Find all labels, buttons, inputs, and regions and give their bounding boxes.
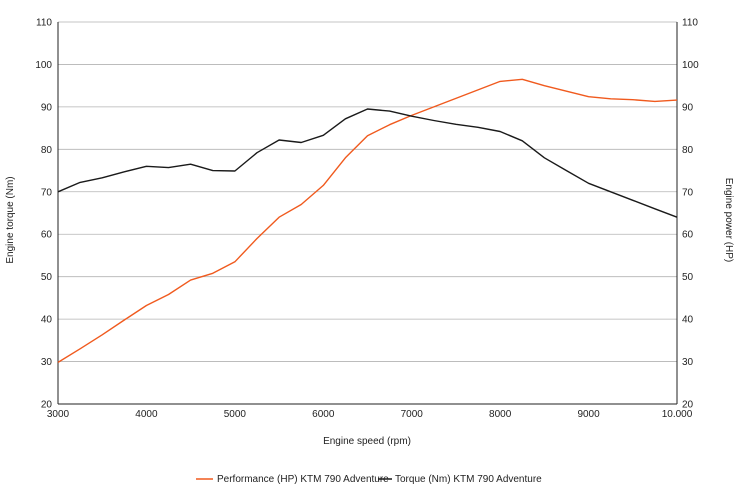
left-y-tick-label: 20 [41,400,53,411]
legend-label-performance: Performance (HP) KTM 790 Adventure [217,474,389,485]
right-y-tick-label: 40 [682,315,694,326]
x-tick-label: 9000 [577,409,600,420]
x-axis-label: Engine speed (rpm) [323,436,411,447]
right-y-tick-label: 30 [682,357,694,368]
right-y-tick-label: 50 [682,272,694,283]
x-tick-label: 5000 [224,409,247,420]
x-tick-labels: 3000 4000 5000 6000 7000 8000 9000 10.000 [47,409,693,420]
left-y-tick-label: 40 [41,315,53,326]
right-y-axis-label: Engine power (HP) [723,178,734,262]
left-y-tick-label: 100 [35,60,52,71]
x-tick-label: 7000 [401,409,424,420]
right-y-tick-label: 100 [682,60,699,71]
left-y-tick-label: 80 [41,145,53,156]
left-y-tick-label: 60 [41,230,53,241]
right-y-tick-label: 110 [682,18,698,29]
right-y-tick-label: 60 [682,230,694,241]
left-y-tick-label: 70 [41,187,53,198]
left-y-tick-labels: 20 30 40 50 60 70 80 90 100 110 [35,18,52,411]
right-y-tick-label: 80 [682,145,694,156]
left-y-axis-label: Engine torque (Nm) [5,176,16,263]
left-y-tick-label: 30 [41,357,53,368]
series-lines [57,78,678,363]
x-tick-label: 3000 [47,409,70,420]
right-y-tick-label: 90 [682,102,694,113]
grid-lines [58,21,677,362]
x-tick-label: 6000 [312,409,335,420]
right-y-tick-label: 70 [682,187,694,198]
series-line-torque-nm [57,108,678,218]
legend-label-torque: Torque (Nm) KTM 790 Adventure [395,474,542,485]
left-y-tick-label: 110 [36,18,52,29]
axes [57,22,678,405]
left-y-tick-label: 90 [41,102,53,113]
left-y-tick-label: 50 [41,272,53,283]
x-tick-label: 8000 [489,409,512,420]
x-tick-label: 10.000 [662,409,693,420]
legend: Performance (HP) KTM 790 Adventure Torqu… [196,474,542,485]
x-tick-label: 4000 [135,409,158,420]
right-y-tick-labels: 20 30 40 50 60 70 80 90 100 110 [682,18,699,411]
series-line-performance-hp [57,78,678,363]
right-y-tick-label: 20 [682,400,694,411]
